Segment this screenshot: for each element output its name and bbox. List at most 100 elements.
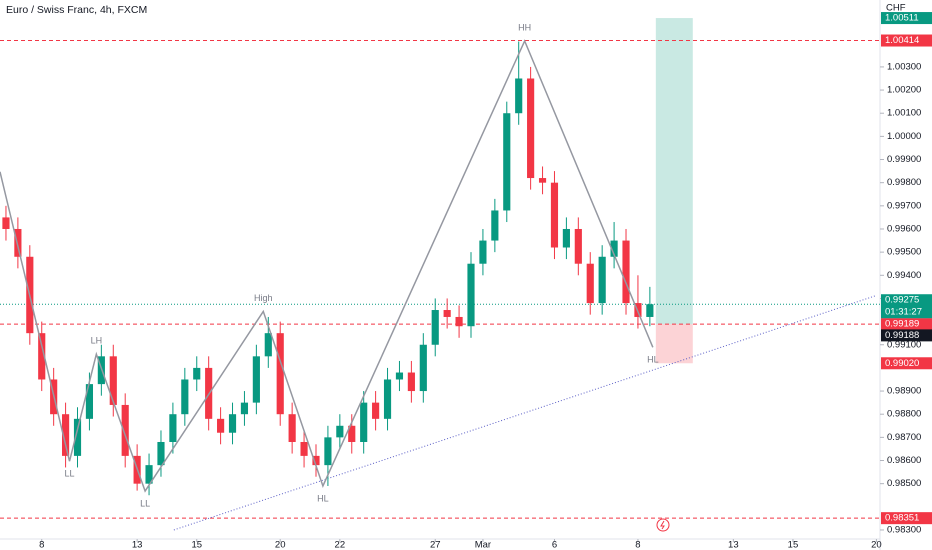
x-tick-label: 8	[635, 540, 640, 550]
candle-body	[252, 356, 260, 403]
candle-body	[348, 425, 356, 442]
candle-body	[646, 304, 654, 317]
candle-body	[383, 379, 392, 419]
trendline	[173, 294, 877, 531]
x-tick-label: 8	[39, 540, 44, 550]
candle-body	[228, 414, 237, 433]
stop-zone	[655, 324, 693, 364]
candle-body	[62, 414, 70, 456]
candle-body	[264, 333, 272, 357]
pattern-label: High	[254, 293, 273, 303]
currency: CHF	[886, 3, 906, 14]
x-tick-label: 13	[132, 540, 143, 550]
candle-body	[2, 217, 10, 229]
y-tick-label: 1.00000	[887, 131, 921, 142]
level-label: 0.99189	[885, 319, 919, 330]
level-label-bg	[881, 512, 932, 525]
y-tick-label: 1.00300	[887, 61, 921, 72]
candle-body	[550, 182, 559, 248]
candle-body	[527, 78, 535, 179]
x-tick-label: 6	[552, 540, 557, 550]
candle-body	[193, 367, 201, 380]
y-tick-label: 0.99600	[887, 223, 921, 234]
candle-body	[586, 263, 594, 304]
candle-body	[598, 256, 606, 304]
candle-body	[324, 437, 332, 466]
candle-body	[217, 418, 225, 433]
candle-body	[455, 316, 463, 327]
target-zone	[655, 18, 693, 325]
candle-body	[276, 333, 284, 415]
pattern-label: LL	[140, 498, 150, 508]
candle-body	[574, 228, 582, 264]
candle-body	[372, 402, 380, 419]
pattern-label: HH	[518, 22, 531, 32]
candle-body	[38, 333, 46, 380]
candle-body	[312, 455, 320, 466]
candle-body	[395, 372, 404, 380]
candle-body	[14, 228, 22, 257]
x-tick-label: Mar	[475, 540, 491, 550]
candle-body	[109, 356, 117, 405]
zigzag-line	[0, 39, 654, 493]
last-price-label-countdown: 01:31:27	[885, 307, 922, 318]
candle-body	[562, 228, 570, 248]
level-label: 0.98351	[885, 513, 919, 524]
y-tick-label: 0.99800	[887, 177, 921, 188]
y-tick-label: 0.98600	[887, 455, 921, 466]
replay-icon[interactable]	[656, 518, 670, 532]
x-tick-label: 15	[191, 540, 202, 550]
pattern-label: LL	[65, 469, 75, 479]
candle-body	[169, 414, 177, 442]
pattern-label: HL	[647, 355, 659, 365]
candle-body	[538, 178, 547, 183]
pattern-label: LH	[91, 336, 103, 346]
level-label-bg	[881, 318, 932, 331]
candle-body	[121, 404, 129, 456]
candle-body	[431, 310, 439, 345]
candle-body	[300, 441, 308, 456]
y-tick-label: 0.99700	[887, 200, 921, 211]
candle-body	[491, 210, 499, 241]
y-tick-label: 0.99100	[887, 339, 921, 350]
x-tick-label: 20	[871, 540, 882, 550]
level-label: 1.00414	[885, 35, 919, 46]
candle-body	[503, 113, 511, 211]
last-price-label: 0.99275	[885, 295, 919, 306]
candle-body	[336, 425, 344, 438]
candle-body	[288, 414, 296, 442]
y-tick-label: 1.00100	[887, 108, 921, 119]
last-price-label-bg	[881, 294, 932, 319]
candle-body	[419, 344, 427, 392]
candle-body	[610, 240, 618, 257]
candle-body	[73, 418, 82, 456]
candle-body	[479, 240, 487, 264]
x-tick-label: 22	[335, 540, 346, 550]
x-tick-label: 13	[728, 540, 739, 550]
candle-body	[515, 78, 523, 114]
stop-label: 0.99020	[885, 358, 919, 369]
target-label-bg	[881, 12, 932, 25]
level-label-bg	[881, 34, 932, 47]
target-label: 1.00511	[885, 13, 919, 24]
candle-body	[85, 384, 94, 419]
candle-body	[240, 402, 249, 415]
x-tick-label: 20	[275, 540, 286, 550]
y-tick-label: 0.99400	[887, 270, 921, 281]
y-tick-label: 1.00200	[887, 85, 921, 96]
chart-title: Euro / Swiss Franc, 4h, FXCM	[6, 4, 147, 16]
candle-body	[622, 240, 630, 304]
y-tick-label: 0.98900	[887, 386, 921, 397]
x-tick-label: 27	[430, 540, 441, 550]
candle-body	[407, 372, 415, 392]
candle-body	[157, 441, 165, 466]
y-tick-label: 0.99900	[887, 154, 921, 165]
pattern-label: HL	[317, 493, 329, 503]
y-tick-label: 0.98700	[887, 432, 921, 443]
y-tick-label: 0.98800	[887, 409, 921, 420]
candle-body	[360, 402, 368, 442]
candle-body	[443, 310, 451, 317]
entry-label-bg	[881, 329, 932, 342]
y-tick-label: 0.99500	[887, 247, 921, 258]
